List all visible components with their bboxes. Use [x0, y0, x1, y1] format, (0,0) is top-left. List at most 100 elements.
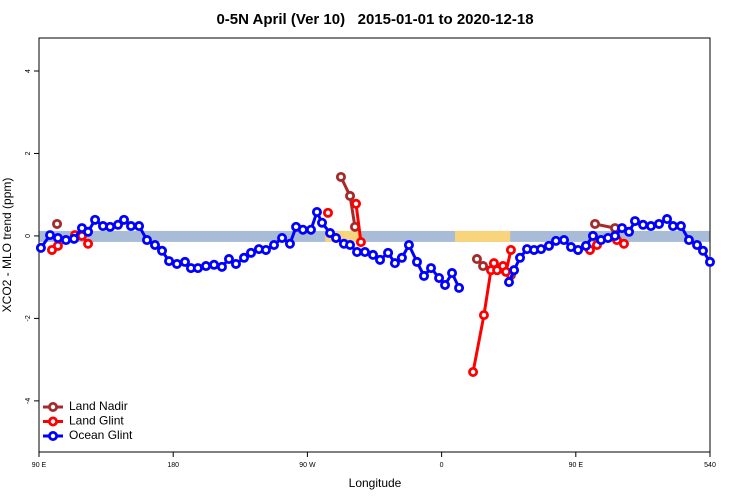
point — [383, 247, 394, 258]
x-tick-label: 0 — [440, 462, 444, 469]
point — [509, 265, 520, 276]
point — [638, 219, 649, 230]
point — [624, 226, 635, 237]
point — [675, 221, 686, 232]
point — [668, 221, 679, 232]
point — [83, 238, 94, 249]
legend-label: Ocean Glint — [69, 428, 133, 442]
point — [573, 244, 584, 255]
point — [277, 232, 288, 243]
point — [171, 258, 182, 269]
legend-marker — [48, 401, 59, 412]
point — [246, 247, 257, 258]
point — [335, 171, 346, 182]
point — [587, 230, 598, 241]
y-tick-label: -2 — [25, 315, 32, 321]
point — [705, 256, 716, 267]
point — [389, 258, 400, 269]
point — [317, 217, 328, 228]
point — [515, 252, 526, 263]
point — [325, 228, 336, 239]
point — [478, 310, 489, 321]
ocean-band — [39, 230, 710, 242]
x-tick-label: 90 E — [569, 462, 584, 469]
point — [331, 232, 342, 243]
point — [69, 233, 80, 244]
legend-marker — [48, 430, 59, 441]
point — [105, 221, 116, 232]
point — [192, 263, 203, 274]
point — [141, 235, 152, 246]
point — [543, 240, 554, 251]
y-tick-label: 2 — [25, 151, 32, 155]
point — [284, 238, 295, 249]
point — [645, 221, 656, 232]
point — [322, 207, 333, 218]
point — [52, 240, 63, 251]
point — [368, 249, 379, 260]
point — [550, 235, 561, 246]
point — [629, 216, 640, 227]
point — [179, 256, 190, 267]
point — [150, 239, 161, 250]
point — [297, 224, 308, 235]
point — [618, 238, 629, 249]
point — [454, 282, 465, 293]
point — [468, 367, 479, 378]
point — [559, 235, 570, 246]
point — [223, 254, 234, 265]
point — [617, 223, 628, 234]
point — [440, 279, 451, 290]
point — [403, 239, 414, 250]
x-tick-label: 180 — [167, 462, 179, 469]
point — [375, 254, 386, 265]
point — [113, 219, 124, 230]
point — [359, 247, 370, 258]
land-band — [325, 230, 360, 242]
y-tick-label: -4 — [25, 398, 32, 404]
point — [209, 259, 220, 270]
point — [157, 245, 168, 256]
point — [447, 268, 458, 279]
x-tick-label: 90 W — [299, 462, 316, 469]
point — [419, 270, 430, 281]
legend-label: Land Nadir — [69, 399, 128, 413]
point — [35, 242, 46, 253]
legend-label: Land Glint — [69, 414, 124, 428]
point — [683, 235, 694, 246]
point — [478, 261, 489, 272]
point — [201, 261, 212, 272]
plot-frame — [38, 37, 711, 453]
point — [503, 277, 514, 288]
x-axis-label: Longitude — [349, 476, 402, 490]
point — [90, 214, 101, 225]
point — [426, 263, 437, 274]
point — [505, 244, 516, 255]
point — [239, 252, 250, 263]
point — [311, 207, 322, 218]
point — [590, 218, 601, 229]
point — [355, 237, 366, 248]
point — [396, 252, 407, 263]
point — [164, 256, 175, 267]
point — [692, 239, 703, 250]
point — [662, 214, 673, 225]
y-tick-label: 4 — [25, 69, 32, 73]
y-axis-label: XCO2 - MLO trend (ppm) — [0, 178, 14, 313]
y-tick-label: 0 — [25, 234, 32, 238]
point — [654, 218, 665, 229]
point — [52, 218, 63, 229]
point — [345, 239, 356, 250]
chart-title: 0-5N April (Ver 10) 2015-01-01 to 2020-1… — [216, 11, 533, 28]
point — [134, 221, 145, 232]
land-band — [455, 230, 511, 242]
point — [434, 272, 445, 283]
point — [501, 266, 512, 277]
point — [126, 221, 137, 232]
point — [52, 232, 63, 243]
point — [216, 261, 227, 272]
point — [268, 239, 279, 250]
x-tick-label: 540 — [704, 462, 716, 469]
point — [83, 226, 94, 237]
